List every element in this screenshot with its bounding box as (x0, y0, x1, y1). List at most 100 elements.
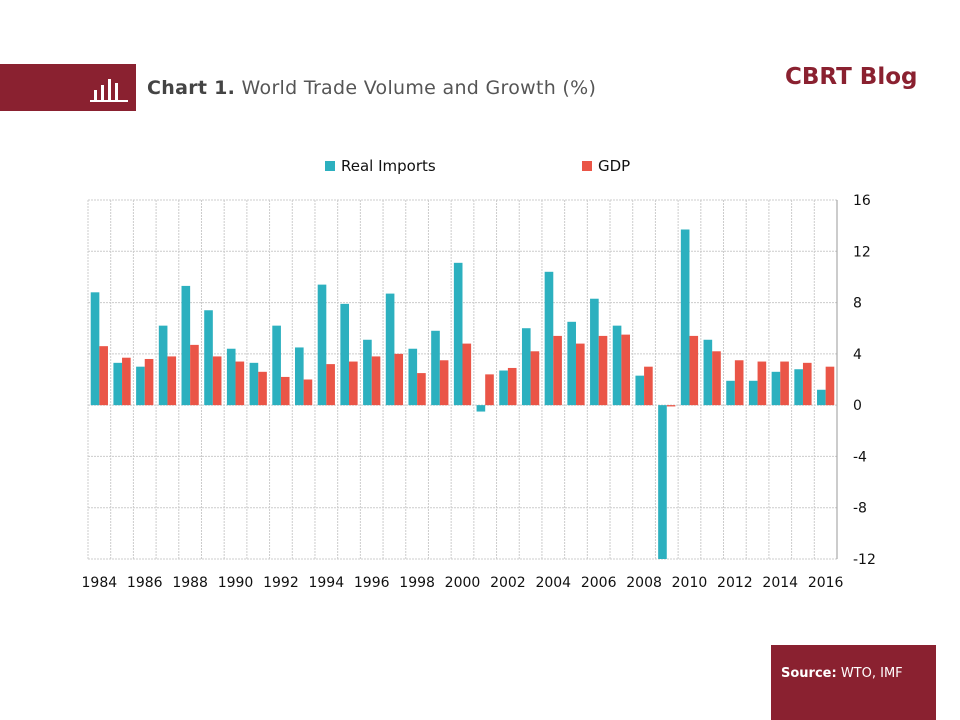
bar-real-imports (249, 362, 259, 406)
legend-label: Real Imports (341, 157, 436, 175)
x-tick-label: 1996 (354, 575, 390, 591)
bar-real-imports (726, 380, 735, 406)
bar-real-imports (794, 369, 803, 406)
legend-item-real-imports: Real Imports (325, 157, 436, 175)
bar-real-imports (453, 262, 463, 406)
bar-real-imports (748, 380, 758, 406)
bar-gdp (122, 357, 131, 406)
bar-real-imports (317, 284, 327, 406)
x-tick-label: 1990 (218, 575, 254, 591)
x-tick-label: 2006 (581, 575, 617, 591)
bar-gdp (144, 358, 154, 406)
bar-gdp (417, 373, 426, 406)
bar-gdp (99, 346, 108, 406)
x-tick-label: 1984 (82, 575, 118, 591)
bar-gdp (734, 360, 744, 406)
bar-gdp (575, 343, 585, 406)
bar-real-imports (817, 389, 826, 406)
chart-number: Chart 1. (147, 77, 236, 99)
legend-item-gdp: GDP (582, 157, 630, 175)
bar-gdp (666, 405, 676, 407)
bar-real-imports (136, 366, 145, 406)
x-tick-label: 2002 (490, 575, 526, 591)
bar-gdp (394, 353, 404, 406)
x-tick-label: 2008 (626, 575, 662, 591)
bar-real-imports (363, 339, 372, 406)
bar-real-imports (158, 325, 168, 406)
bar-gdp (780, 361, 789, 406)
x-tick-label: 2014 (762, 575, 798, 591)
bar-real-imports (703, 339, 713, 406)
bar-gdp (303, 379, 313, 406)
bar-real-imports (181, 285, 191, 406)
bar-real-imports (658, 405, 667, 559)
bar-real-imports (544, 271, 554, 406)
bar-real-imports (771, 371, 781, 406)
source-value: WTO, IMF (840, 666, 903, 681)
y-tick-label: 0 (853, 398, 862, 414)
bar-gdp (167, 356, 177, 406)
legend-label: GDP (598, 157, 631, 175)
bar-gdp (825, 366, 835, 406)
bar-gdp (258, 371, 267, 406)
y-tick-label: 16 (853, 193, 871, 209)
x-tick-label: 2010 (672, 575, 708, 591)
chart-title-text: World Trade Volume and Growth (%) (241, 77, 597, 99)
x-tick-label: 1994 (308, 575, 344, 591)
bar-gdp (757, 361, 767, 406)
bar-gdp (621, 334, 631, 406)
y-tick-label: -8 (853, 501, 867, 517)
x-tick-label: 2012 (717, 575, 753, 591)
bar-real-imports (567, 321, 576, 406)
bar-chart-icon (90, 79, 128, 102)
x-tick-label: 1998 (399, 575, 435, 591)
x-tick-label: 1986 (127, 575, 163, 591)
bar-gdp (485, 374, 494, 406)
x-tick-label: 2000 (445, 575, 481, 591)
bar-gdp (371, 356, 381, 406)
legend-swatch-real-imports (325, 161, 335, 171)
bar-gdp (507, 367, 517, 406)
chart-title: Chart 1. World Trade Volume and Growth (… (147, 77, 596, 99)
bar-gdp (644, 366, 653, 406)
bar-real-imports (294, 347, 304, 406)
x-tick-label: 2004 (535, 575, 571, 591)
bar-gdp (598, 335, 608, 406)
brand-name: CBRT Blog (785, 64, 918, 90)
x-tick-label: 2016 (808, 575, 844, 591)
bar-gdp (530, 351, 540, 406)
x-tick-label: 1992 (263, 575, 299, 591)
bar-real-imports (408, 348, 418, 406)
bar-real-imports (340, 303, 350, 406)
bar-gdp (712, 351, 721, 406)
bar-gdp (326, 364, 335, 406)
y-tick-label: 4 (853, 347, 862, 363)
y-tick-label: 12 (853, 244, 871, 260)
bar-gdp (280, 376, 290, 406)
bar-real-imports (272, 325, 281, 406)
bar-gdp (802, 362, 812, 406)
x-tick-label: 1988 (172, 575, 208, 591)
bar-real-imports (385, 293, 395, 406)
header-banner (0, 64, 136, 111)
y-tick-label: -12 (853, 552, 876, 568)
bar-gdp (349, 361, 358, 406)
bar-real-imports (226, 348, 236, 406)
bar-gdp (462, 343, 472, 406)
bar-gdp (439, 360, 449, 406)
bar-real-imports (612, 325, 622, 406)
bar-real-imports (590, 298, 599, 406)
source-box: Source: WTO, IMF (771, 645, 936, 720)
source-label: Source: (781, 666, 837, 681)
legend-swatch-gdp (582, 161, 592, 171)
bar-real-imports (635, 375, 645, 406)
bar-gdp (553, 335, 562, 406)
bar-real-imports (476, 405, 486, 412)
bar-real-imports (204, 310, 213, 406)
bar-gdp (212, 356, 222, 406)
bar-gdp (689, 335, 699, 406)
y-tick-label: 8 (853, 296, 862, 312)
bar-real-imports (431, 330, 440, 406)
bar-real-imports (90, 292, 100, 406)
